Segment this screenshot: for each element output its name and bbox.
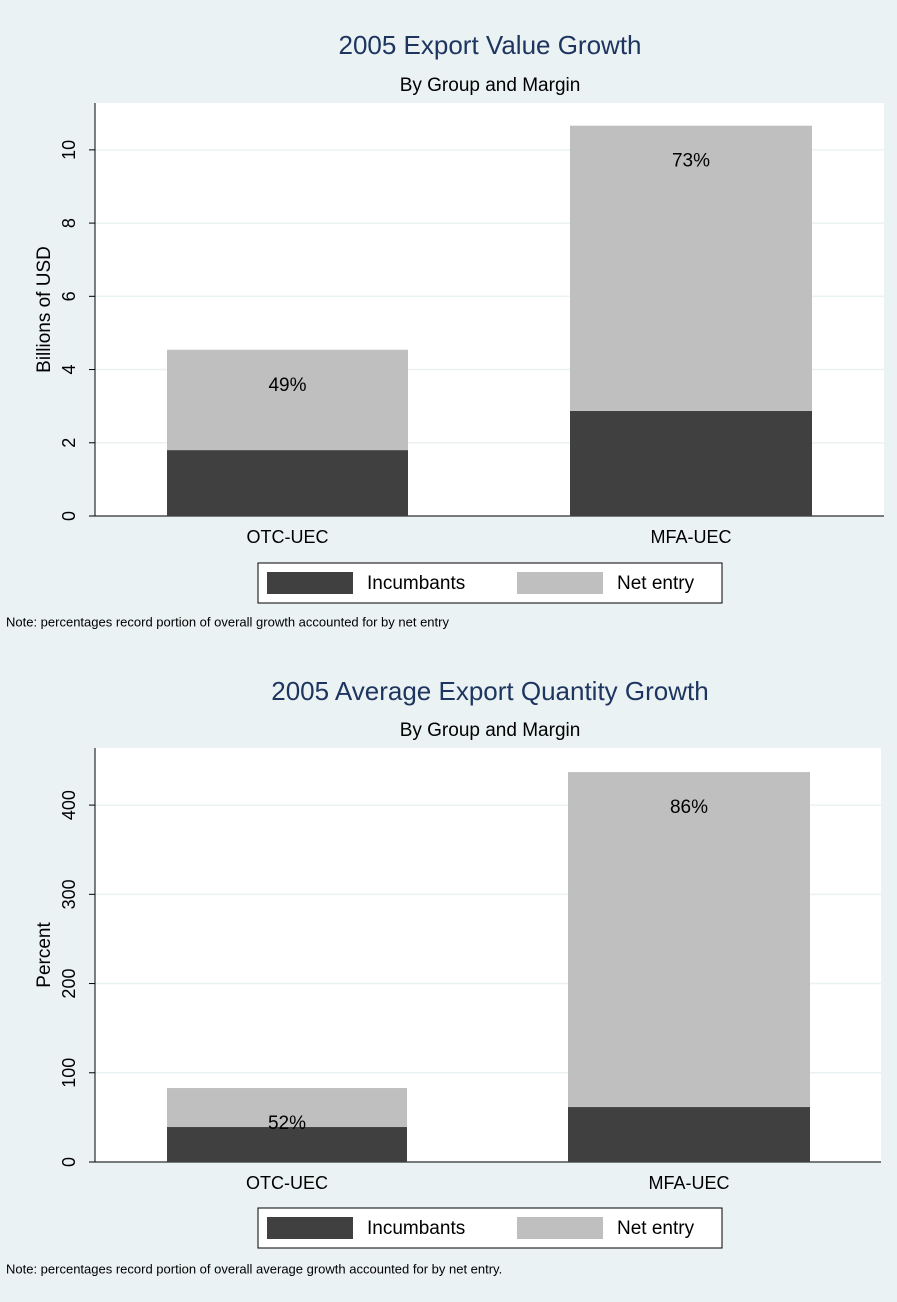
chart-note: Note: percentages record portion of over… [6, 614, 449, 629]
legend-label: Incumbants [367, 573, 465, 594]
x-tick-label: OTC-UEC [246, 1173, 328, 1193]
y-tick-label: 100 [59, 1058, 79, 1088]
y-tick-label: 400 [59, 790, 79, 820]
bar-annotation: 52% [268, 1113, 306, 1134]
bar-annotation: 49% [268, 375, 306, 396]
y-tick-label: 300 [59, 879, 79, 909]
chart-subtitle: By Group and Margin [400, 75, 581, 96]
y-tick-label: 6 [59, 291, 79, 301]
chart-subtitle: By Group and Margin [400, 720, 581, 741]
bar-segment [167, 349, 408, 451]
legend-swatch [517, 572, 603, 594]
bar-segment [167, 1088, 407, 1128]
bar-segment [570, 125, 812, 411]
bar-segment [568, 1107, 810, 1162]
chart-note: Note: percentages record portion of over… [6, 1261, 502, 1276]
x-tick-label: MFA-UEC [649, 1173, 730, 1193]
legend-swatch [267, 1217, 353, 1239]
legend-label: Incumbants [367, 1218, 465, 1239]
x-tick-label: OTC-UEC [247, 527, 329, 547]
bar-segment [570, 410, 812, 516]
bar-annotation: 86% [670, 797, 708, 818]
x-tick-label: MFA-UEC [651, 527, 732, 547]
y-tick-label: 0 [59, 511, 79, 521]
bar-segment [167, 1127, 407, 1162]
y-tick-label: 4 [59, 365, 79, 375]
legend-swatch [267, 572, 353, 594]
y-tick-label: 8 [59, 218, 79, 228]
bar-segment [568, 772, 810, 1108]
legend-swatch [517, 1217, 603, 1239]
y-tick-label: 10 [59, 140, 79, 160]
y-axis-label: Billions of USD [34, 246, 55, 373]
chart-title: 2005 Average Export Quantity Growth [271, 676, 708, 706]
y-axis-label: Percent [34, 922, 55, 988]
bar-annotation: 73% [672, 151, 710, 172]
bar-segment [167, 450, 408, 516]
chart-title: 2005 Export Value Growth [338, 30, 641, 60]
y-tick-label: 200 [59, 969, 79, 999]
y-tick-label: 0 [59, 1157, 79, 1167]
legend-label: Net entry [617, 573, 695, 594]
legend-label: Net entry [617, 1218, 695, 1239]
y-tick-label: 2 [59, 438, 79, 448]
